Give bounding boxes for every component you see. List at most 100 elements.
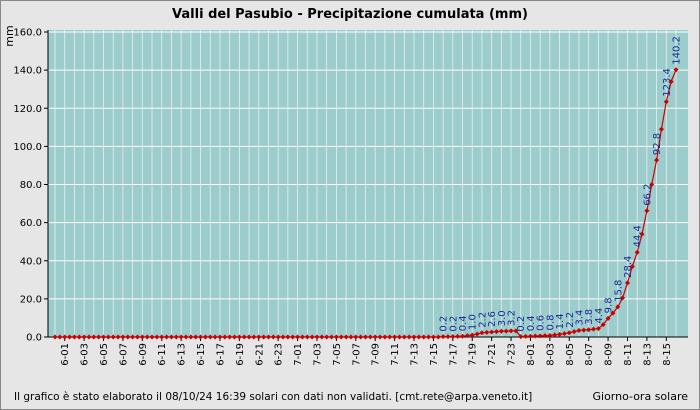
point <box>464 333 470 339</box>
point <box>654 157 660 163</box>
value-label: 3.2 <box>507 310 518 326</box>
y-tick-label: 120.0 <box>13 104 42 115</box>
point <box>329 334 335 340</box>
point <box>610 310 616 316</box>
point <box>338 334 344 340</box>
value-label: 4.4 <box>594 308 605 324</box>
point <box>353 334 359 340</box>
x-tick-label: 7-19 <box>468 343 479 366</box>
point <box>299 334 305 340</box>
value-label: 0.2 <box>448 316 459 332</box>
point <box>280 334 286 340</box>
value-label: 140.2 <box>672 36 683 65</box>
point <box>178 334 184 340</box>
x-tick-label: 6-09 <box>138 343 149 366</box>
point <box>251 334 257 340</box>
point <box>91 334 97 340</box>
point <box>71 334 77 340</box>
point <box>416 334 422 340</box>
point <box>387 334 393 340</box>
point <box>134 334 140 340</box>
point <box>207 334 213 340</box>
point <box>557 331 563 337</box>
point <box>634 249 640 255</box>
point <box>202 334 208 340</box>
x-tick-label: 7-13 <box>410 343 421 366</box>
point <box>513 328 519 334</box>
point <box>479 330 485 336</box>
point <box>52 334 58 340</box>
point <box>333 334 339 340</box>
point <box>440 334 446 340</box>
point <box>193 334 199 340</box>
point <box>639 231 645 237</box>
point <box>62 334 68 340</box>
x-tick-label: 7-17 <box>448 343 459 366</box>
point <box>595 326 601 332</box>
point <box>232 334 238 340</box>
x-tick-label: 8-15 <box>662 343 673 366</box>
point <box>348 334 354 340</box>
point <box>144 334 150 340</box>
plot-area <box>48 30 688 337</box>
point <box>130 334 136 340</box>
x-tick-label: 8-07 <box>584 343 595 366</box>
value-label: 9.8 <box>604 297 615 313</box>
point <box>518 334 524 340</box>
point <box>658 126 664 132</box>
point <box>586 327 592 333</box>
value-label: 3.4 <box>574 310 585 326</box>
point <box>222 334 228 340</box>
x-tick-label: 7-09 <box>371 343 382 366</box>
value-label: 3.0 <box>497 310 508 326</box>
point <box>552 332 558 338</box>
point <box>411 334 417 340</box>
point <box>542 333 548 339</box>
value-label: 0.6 <box>536 315 547 331</box>
value-label: 28.4 <box>623 256 634 278</box>
point <box>81 334 87 340</box>
x-tick-label: 7-03 <box>312 343 323 366</box>
point <box>309 334 315 340</box>
x-tick-label: 6-15 <box>196 343 207 366</box>
point <box>290 334 296 340</box>
value-label: 44.4 <box>633 225 644 247</box>
point <box>120 334 126 340</box>
y-tick-label: 20.0 <box>20 294 42 305</box>
point <box>523 333 529 339</box>
point <box>275 334 281 340</box>
point <box>503 328 509 334</box>
x-tick-label: 6-23 <box>274 343 285 366</box>
point <box>241 334 247 340</box>
value-label: 2.2 <box>565 312 576 328</box>
value-label: 92.8 <box>652 133 663 155</box>
point <box>324 334 330 340</box>
x-tick-label: 7-11 <box>390 343 401 366</box>
x-tick-label: 7-01 <box>293 343 304 366</box>
point <box>455 333 461 339</box>
point <box>460 333 466 339</box>
point <box>295 334 301 340</box>
point <box>159 334 165 340</box>
x-tick-label: 6-07 <box>118 343 129 366</box>
point <box>363 334 368 340</box>
point <box>435 334 441 340</box>
point <box>358 334 364 340</box>
chart-title: Valli del Pasubio - Precipitazione cumul… <box>172 7 528 22</box>
point <box>198 334 204 340</box>
value-label: 0.2 <box>439 316 450 332</box>
x-tick-label: 7-21 <box>487 343 498 366</box>
point <box>644 208 650 214</box>
value-label: 3.8 <box>584 309 595 325</box>
x-tick-label: 6-05 <box>99 343 110 366</box>
point <box>401 334 407 340</box>
point <box>489 329 495 335</box>
point <box>367 334 373 340</box>
x-tick-label: 7-07 <box>351 343 362 366</box>
value-label: 66.2 <box>642 184 653 206</box>
point <box>382 334 388 340</box>
value-label: 0.2 <box>516 316 527 332</box>
point <box>377 334 383 340</box>
point <box>149 334 155 340</box>
point <box>537 333 543 339</box>
